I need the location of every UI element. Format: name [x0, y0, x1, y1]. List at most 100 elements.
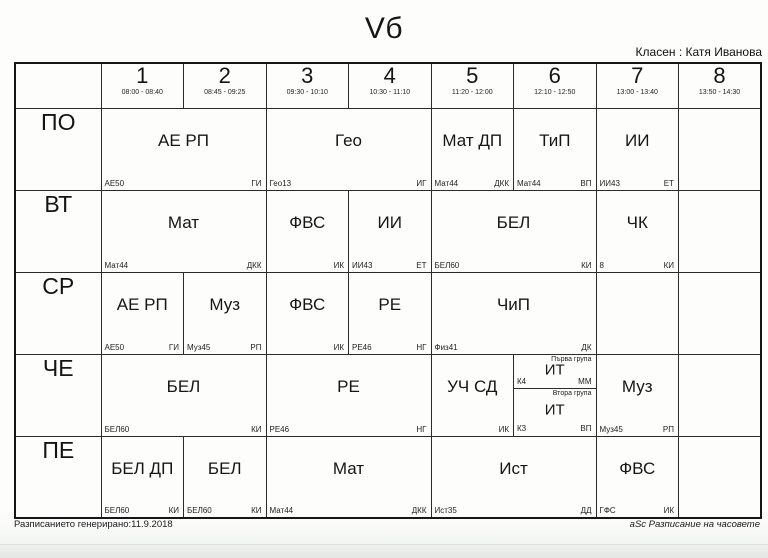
lesson-cell: АЕ РП АЕ50 ГИ [100, 271, 184, 355]
room-label: БЕЛ60 [104, 424, 130, 434]
subject-label: ФВС [289, 294, 326, 314]
period-header-8: 8 13:50 - 14:30 [678, 62, 762, 109]
lesson-cell: Мат Мат44 ДКК [265, 435, 432, 519]
subject-label: РЕ [337, 376, 360, 396]
room-label: К4 [517, 377, 527, 387]
subject-label: Мат [167, 212, 200, 232]
room-label: Ист35 [434, 506, 457, 515]
lesson-cell: ФВС ИК [265, 189, 349, 273]
group-name-label: Първа група [551, 355, 592, 363]
teacher-initials: ММ [578, 377, 592, 387]
period-number: 6 [548, 63, 561, 88]
room-label: Гео13 [269, 178, 292, 188]
timetable-body: ПО АЕ РП АЕ50 ГИ Гео Гео13 ИГ Мат ДП Мат44 ДКК ТиП… [14, 107, 762, 519]
teacher-initials: НГ [416, 342, 427, 352]
lesson-cell: Гео Гео13 ИГ [265, 107, 432, 191]
empty-lesson-cell [678, 271, 762, 355]
teacher-initials: ДКК [494, 178, 509, 188]
lesson-cell: Мат Мат44 ДКК [100, 189, 267, 273]
period-time-range: 13:00 - 13:40 [616, 89, 658, 96]
lesson-cell: БЕЛ БЕЛ60 КИ [183, 435, 267, 519]
day-row-ВТ: ВТ Мат Мат44 ДКК ФВС ИК ИИ ИИ43 ЕТ БЕЛ БЕЛ60 КИ ЧК 8 К… [14, 189, 762, 273]
day-row-ПО: ПО АЕ РП АЕ50 ГИ Гео Гео13 ИГ Мат ДП Мат44 ДКК ТиП… [14, 107, 762, 191]
room-label: БЕЛ60 [104, 506, 130, 515]
subject-label: БЕЛ [496, 212, 531, 232]
period-header-4: 4 10:30 - 11:10 [348, 62, 432, 109]
room-label: Муз45 [599, 424, 623, 434]
room-label: К3 [517, 423, 527, 433]
teacher-initials: ДД [580, 506, 592, 515]
lesson-cell: ЧК 8 КИ [595, 189, 679, 273]
room-label: Мат44 [434, 178, 459, 188]
day-label: СР [14, 271, 102, 355]
teacher-initials: КИ [251, 424, 262, 434]
period-time-range: 11:20 - 12:00 [451, 89, 493, 96]
subject-label: Мат [332, 458, 365, 478]
subject-label: ИТ [544, 361, 565, 379]
teacher-initials: РП [662, 424, 674, 434]
period-number: 1 [136, 63, 149, 88]
period-time-range: 09:30 - 10:10 [286, 89, 328, 96]
teacher-initials: РП [250, 342, 262, 352]
room-label: 8 [599, 260, 604, 270]
subject-label: Гео [335, 130, 362, 150]
corner-cell [14, 62, 102, 109]
room-label: АЕ50 [104, 342, 125, 352]
lesson-cell: АЕ РП АЕ50 ГИ [100, 107, 267, 191]
room-label: Муз45 [187, 342, 211, 352]
subject-label: БЕЛ [207, 458, 242, 478]
day-label: ПО [14, 107, 102, 191]
subject-label: АЕ РП [116, 294, 168, 314]
teacher-initials: НГ [416, 424, 427, 434]
lesson-cell: Муз Муз45 РП [183, 271, 267, 355]
group-lesson: Първа група ИТ К4 ММ [514, 355, 596, 389]
teacher-initials: ВП [580, 423, 592, 433]
empty-lesson-cell [678, 435, 762, 519]
period-number: 8 [713, 63, 726, 88]
day-row-ПЕ: ПЕ БЕЛ ДП БЕЛ60 КИ БЕЛ БЕЛ60 КИ Мат Мат44 ДКК Ист И… [14, 435, 762, 519]
lesson-cell-split-groups: Първа група ИТ К4 ММ Втора група ИТ К3 ВП [513, 353, 597, 437]
subject-label: ЧК [626, 212, 648, 232]
lesson-cell: ТиП Мат44 ВП [513, 107, 597, 191]
teacher-initials: КИ [251, 506, 262, 515]
room-label: ИИ43 [599, 178, 620, 188]
lesson-cell: БЕЛ ДП БЕЛ60 КИ [100, 435, 184, 519]
lesson-cell: РЕ РЕ46 НГ [265, 353, 432, 437]
day-row-СР: СР АЕ РП АЕ50 ГИ Муз Муз45 РП ФВС ИК РЕ РЕ46 НГ ЧиП Ф… [14, 271, 762, 355]
empty-lesson-cell [678, 353, 762, 437]
teacher-initials: ГИ [251, 178, 262, 188]
subject-label: Муз [621, 376, 653, 396]
lesson-cell: БЕЛ БЕЛ60 КИ [430, 189, 597, 273]
period-header-2: 2 08:45 - 09:25 [183, 62, 267, 109]
asc-brand-note: aSc Разписание на часовете [629, 519, 760, 530]
room-label: Мат44 [104, 260, 129, 270]
lesson-cell: УЧ СД ИК [430, 353, 514, 437]
scan-bottom-edge [0, 544, 768, 558]
lesson-cell: ЧиП Физ41 ДК [430, 271, 597, 355]
day-label: ВТ [14, 189, 102, 273]
teacher-initials: ИК [333, 342, 344, 352]
room-label: РЕ46 [352, 342, 372, 352]
teacher-initials: ДК [581, 342, 592, 352]
teacher-initials: ЕТ [416, 260, 427, 270]
lesson-cell: ФВС ИК [265, 271, 349, 355]
subject-label: ФВС [289, 212, 326, 232]
subject-label: Муз [209, 294, 241, 314]
group-name-label: Втора група [552, 390, 592, 398]
generated-date-note: Разписанието генерирано:11.9.2018 [14, 519, 173, 530]
room-label: Мат44 [517, 178, 541, 188]
day-row-ЧЕ: ЧЕ БЕЛ БЕЛ60 КИ РЕ РЕ46 НГ УЧ СД ИК Първа група ИТ… [14, 353, 762, 437]
lesson-cell: РЕ РЕ46 НГ [348, 271, 432, 355]
period-number: 5 [466, 63, 479, 88]
period-time-range: 10:30 - 11:10 [369, 89, 411, 96]
teacher-initials: ИК [663, 506, 674, 515]
lesson-cell: Мат ДП Мат44 ДКК [430, 107, 514, 191]
lesson-cell: ИИ ИИ43 ЕТ [348, 189, 432, 273]
timetable-class-title: Vб [364, 12, 404, 45]
period-header-1: 1 08:00 - 08:40 [100, 62, 184, 109]
period-header-3: 3 09:30 - 10:10 [265, 62, 349, 109]
period-header-5: 5 11:20 - 12:00 [430, 62, 514, 109]
subject-label: Ист [499, 458, 528, 478]
subject-label: ИИ [625, 130, 650, 150]
teacher-initials: ДКК [246, 260, 262, 270]
